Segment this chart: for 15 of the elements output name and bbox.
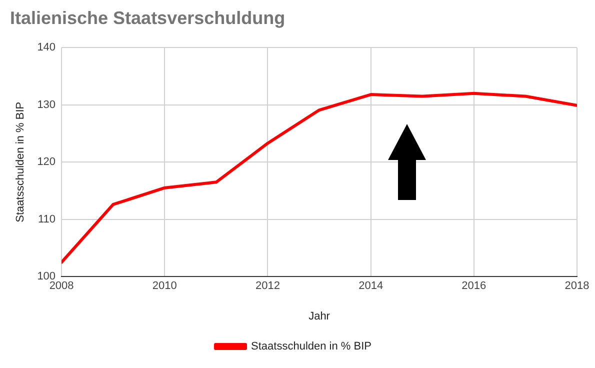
x-tick-label: 2012 — [255, 280, 280, 292]
y-tick-label: 130 — [37, 98, 56, 111]
y-axis-title: Staatsschulden in % BIP — [14, 102, 27, 222]
legend-label: Staatsschulden in % BIP — [251, 340, 372, 353]
y-tick-label: 140 — [37, 42, 56, 54]
x-tick-label: 2014 — [358, 280, 384, 292]
chart-title: Italienische Staatsverschuldung — [10, 8, 286, 28]
y-tick-label: 110 — [38, 213, 56, 226]
x-tick-label: 2018 — [564, 280, 590, 292]
x-tick-label: 2010 — [152, 280, 177, 292]
x-axis-title: Jahr — [308, 310, 330, 322]
y-tick-label: 120 — [37, 156, 56, 168]
y-tick-label: 100 — [37, 270, 56, 283]
x-tick-label: 2016 — [462, 280, 486, 292]
x-tick-label: 2008 — [49, 280, 74, 292]
